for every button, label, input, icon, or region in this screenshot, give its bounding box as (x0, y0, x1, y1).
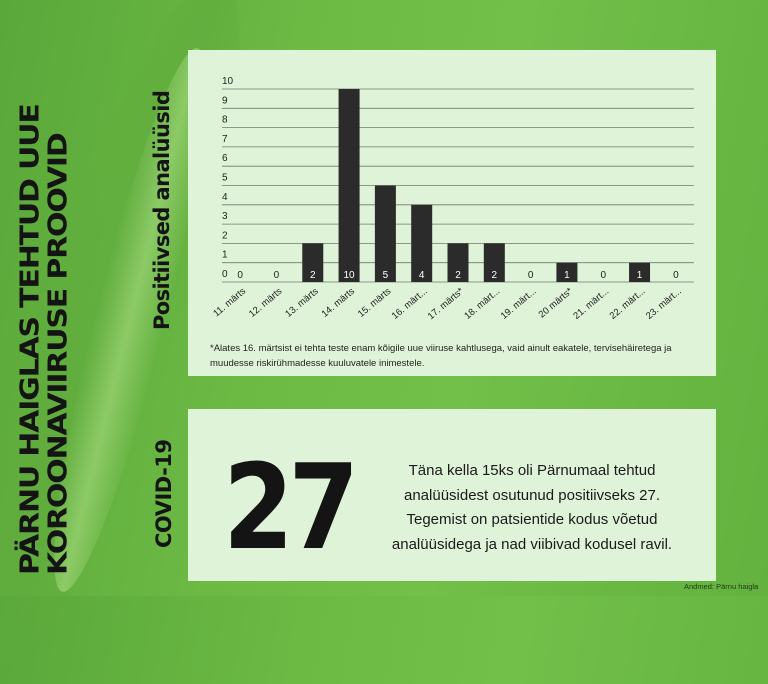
y-tick-label: 9 (222, 95, 228, 106)
data-label: 2 (310, 270, 316, 281)
x-tick-label: 21. märt... (571, 286, 611, 322)
chart-footnote: *Alates 16. märtsist ei tehta teste enam… (210, 343, 672, 369)
y-tick-label: 5 (222, 173, 228, 184)
bar (447, 243, 469, 282)
x-tick-label: 23. märt... (644, 286, 684, 322)
x-tick-label: 18. märt... (462, 286, 502, 322)
y-tick-label: 8 (222, 115, 228, 126)
x-tick-label: 14. märts (320, 286, 358, 320)
y-tick-label: 10 (222, 76, 234, 87)
bar (338, 89, 360, 282)
info-line-3: Tegemist on patsientide kodus võetud (406, 511, 658, 528)
bar (411, 204, 433, 282)
info-line-2: analüüsidest osutunud positiivseks 27. (404, 486, 660, 504)
source-credit: Andmed: Pärnu haigla (684, 582, 759, 591)
data-label: 0 (600, 270, 606, 281)
positive-count: 27 (223, 438, 359, 576)
bar (629, 262, 651, 282)
x-tick-label: 13. märts (283, 286, 321, 320)
x-tick-label: 11. märts (211, 286, 248, 320)
data-label: 4 (419, 270, 425, 281)
data-label: 0 (237, 270, 243, 281)
y-tick-label: 6 (222, 153, 228, 164)
chart-panel (188, 50, 716, 376)
data-label: 5 (383, 270, 389, 281)
data-label: 10 (344, 270, 356, 281)
x-tick-label: 20 märts* (537, 286, 575, 321)
x-tick-label: 16. märt... (390, 286, 430, 322)
info-line-4: analüüsidega ja nad viibivad kodusel rav… (391, 535, 673, 553)
bar (302, 243, 324, 282)
data-label: 0 (274, 270, 280, 281)
x-tick-label: 19. märt... (499, 286, 539, 322)
y-tick-label: 1 (222, 250, 228, 261)
y-tick-label: 2 (222, 230, 228, 241)
data-label: 1 (637, 270, 643, 281)
y-tick-label: 3 (222, 211, 228, 222)
bar (483, 243, 505, 282)
data-label: 0 (528, 270, 534, 281)
data-label: 0 (673, 270, 679, 281)
bar (374, 185, 396, 282)
data-label: 1 (564, 270, 570, 281)
x-tick-label: 22. märt... (608, 286, 648, 322)
covid-label: COVID-19 (152, 439, 176, 548)
data-label: 2 (455, 270, 461, 281)
y-tick-label: 4 (222, 192, 228, 203)
x-tick-label: 15. märts (356, 286, 394, 320)
info-panel (188, 409, 716, 581)
x-tick-label: 17. märts* (426, 286, 466, 322)
data-label: 2 (492, 270, 498, 281)
x-tick-label: 12. märts (247, 286, 285, 320)
info-line-1: Täna kella 15ks oli Pärnumaal tehtud (408, 462, 656, 479)
y-tick-label: 0 (222, 269, 228, 280)
bar (556, 262, 578, 282)
info-text: Täna kella 15ks oli Pärnumaal tehtud ana… (372, 459, 692, 557)
y-tick-label: 7 (222, 134, 228, 145)
